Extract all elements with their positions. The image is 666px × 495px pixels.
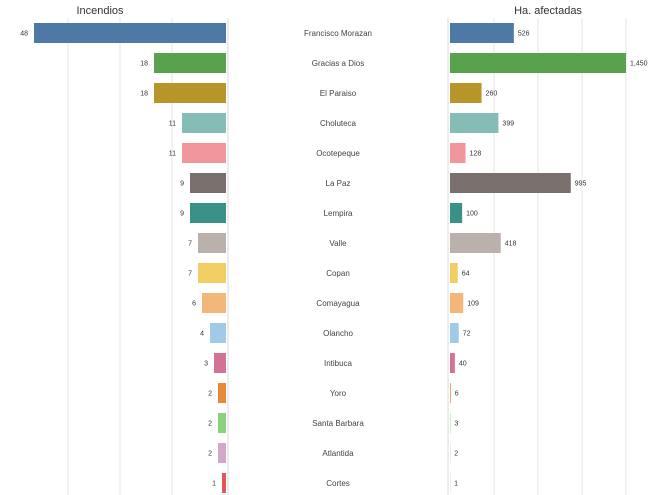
left-value-label-11: 3 <box>204 361 208 368</box>
category-label-10: Olancho <box>323 329 353 338</box>
right-value-label-10: 72 <box>463 331 471 338</box>
left-bar-2 <box>154 83 226 103</box>
category-label-11: Intibuca <box>324 359 353 368</box>
left-bar-12 <box>218 383 226 403</box>
right-bar-5 <box>450 173 571 193</box>
right-bar-12 <box>450 383 451 403</box>
right-value-label-0: 526 <box>518 31 530 38</box>
left-bar-14 <box>218 443 226 463</box>
right-value-label-15: 1 <box>454 481 458 488</box>
right-bar-2 <box>450 83 482 103</box>
right-panel-header: Ha. afectadas <box>514 5 582 17</box>
category-label-7: Valle <box>329 239 347 248</box>
left-value-label-2: 18 <box>140 91 148 98</box>
left-value-label-12: 2 <box>208 391 212 398</box>
right-value-label-6: 100 <box>466 211 478 218</box>
category-label-1: Gracias a Dios <box>312 59 364 68</box>
right-value-label-8: 64 <box>462 271 470 278</box>
right-bar-7 <box>450 233 501 253</box>
category-label-2: El Paraiso <box>320 89 357 98</box>
right-value-label-5: 995 <box>575 181 587 188</box>
left-value-label-1: 18 <box>140 61 148 68</box>
right-bar-4 <box>450 143 466 163</box>
left-bar-1 <box>154 53 226 73</box>
left-value-label-5: 9 <box>180 181 184 188</box>
left-bar-9 <box>202 293 226 313</box>
left-bar-4 <box>182 143 226 163</box>
category-label-0: Francisco Morazan <box>304 29 372 38</box>
left-bar-13 <box>218 413 226 433</box>
left-value-label-7: 7 <box>188 241 192 248</box>
category-label-12: Yoro <box>330 389 347 398</box>
right-value-label-3: 399 <box>502 121 514 128</box>
category-label-8: Copan <box>326 269 350 278</box>
right-value-label-1: 1,450 <box>630 61 648 68</box>
category-label-3: Choluteca <box>320 119 357 128</box>
right-value-label-13: 3 <box>454 421 458 428</box>
right-bar-8 <box>450 263 458 283</box>
right-value-label-9: 109 <box>467 301 479 308</box>
right-value-label-14: 2 <box>454 451 458 458</box>
left-bar-6 <box>190 203 226 223</box>
right-value-label-7: 418 <box>505 241 517 248</box>
left-bar-0 <box>34 23 226 43</box>
right-bar-6 <box>450 203 463 223</box>
left-value-label-10: 4 <box>200 331 204 338</box>
left-value-label-9: 6 <box>192 301 196 308</box>
right-bar-1 <box>450 53 626 73</box>
left-value-label-0: 48 <box>20 31 28 38</box>
left-bar-15 <box>222 473 226 493</box>
left-bar-11 <box>214 353 226 373</box>
left-value-label-13: 2 <box>208 421 212 428</box>
left-value-label-4: 11 <box>169 151 176 158</box>
right-bar-10 <box>450 323 459 343</box>
category-label-6: Lempira <box>324 209 353 218</box>
left-value-label-15: 1 <box>212 481 216 488</box>
category-label-15: Cortes <box>326 479 350 488</box>
right-bar-9 <box>450 293 464 313</box>
left-bar-8 <box>198 263 226 283</box>
left-value-label-8: 7 <box>188 271 192 278</box>
left-panel-header: Incendios <box>76 5 124 17</box>
left-value-label-6: 9 <box>180 211 184 218</box>
category-label-4: Ocotepeque <box>316 149 360 158</box>
category-label-5: La Paz <box>326 179 351 188</box>
right-value-label-2: 260 <box>486 91 498 98</box>
left-bar-7 <box>198 233 226 253</box>
right-value-label-11: 40 <box>459 361 467 368</box>
category-label-14: Atlantida <box>322 449 354 458</box>
right-bar-11 <box>450 353 455 373</box>
left-value-label-3: 11 <box>169 121 176 128</box>
right-value-label-4: 128 <box>470 151 482 158</box>
right-value-label-12: 6 <box>455 391 459 398</box>
category-label-13: Santa Barbara <box>312 419 364 428</box>
chart-rows: 48 Francisco Morazan 526 18 Gracias a Dios 1,… <box>20 23 648 493</box>
left-bar-5 <box>190 173 226 193</box>
left-value-label-14: 2 <box>208 451 212 458</box>
left-bar-3 <box>182 113 226 133</box>
right-bar-0 <box>450 23 514 43</box>
category-label-9: Comayagua <box>316 299 360 308</box>
left-bar-10 <box>210 323 226 343</box>
right-bar-3 <box>450 113 499 133</box>
